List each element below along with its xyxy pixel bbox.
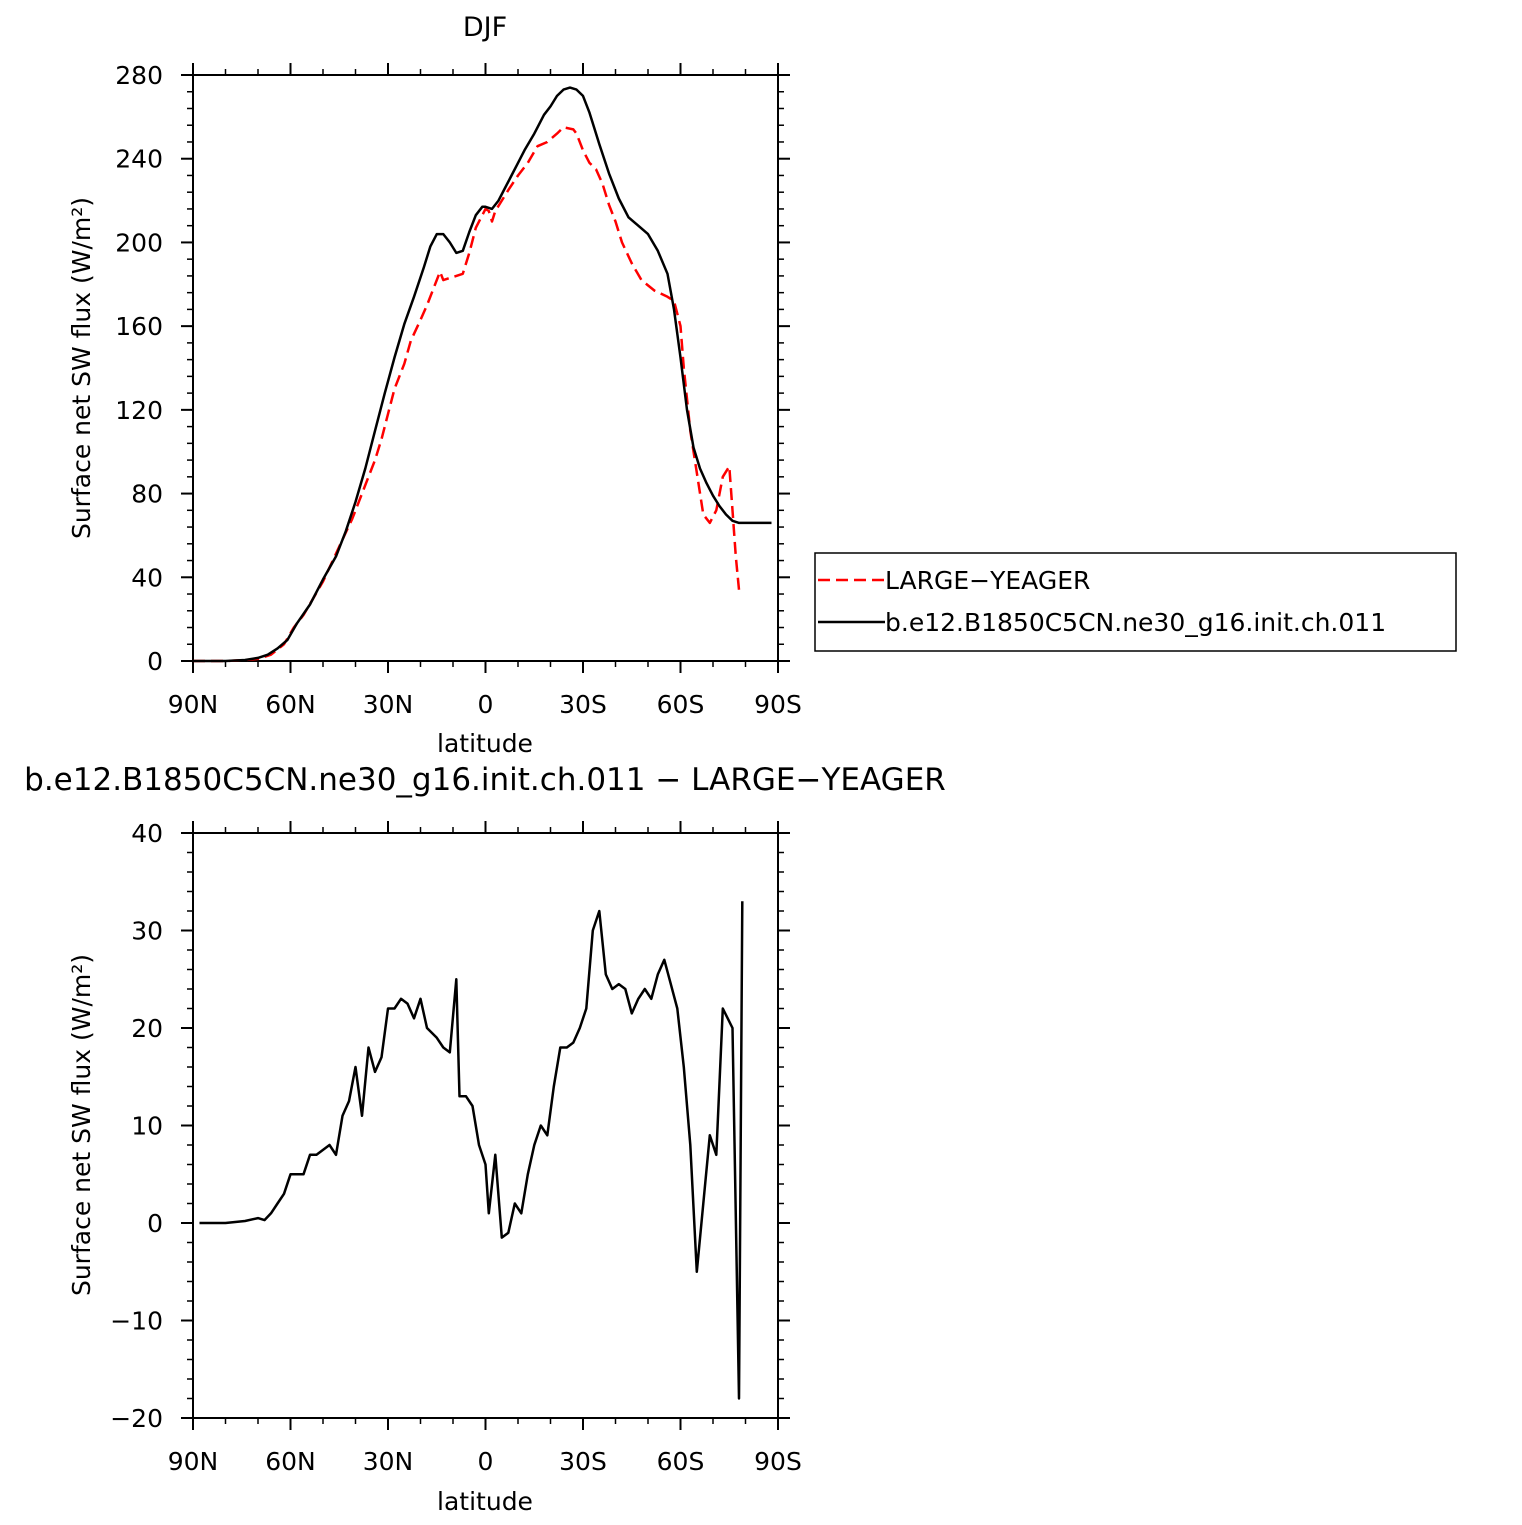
legend-box <box>814 552 1457 652</box>
legend-label-large-yeager: LARGE−YEAGER <box>885 566 1090 595</box>
y-tick-label: 80 <box>131 480 163 509</box>
top-x-axis-label: latitude <box>437 729 533 758</box>
top-tick-labels: 90N 60N 30N 0 30S 60S 90S 0 40 80 120 160 200 240 280 <box>115 61 802 719</box>
y-tick-label: 200 <box>115 228 163 257</box>
bottom-plot-frame <box>192 832 779 1419</box>
top-plot-frame <box>192 74 779 662</box>
top-y-axis-label: Surface net SW flux (W/m²) <box>67 197 96 539</box>
y-tick-label: 160 <box>115 312 163 341</box>
top-chart-title: DJF <box>463 12 507 43</box>
x-tick-label: 90S <box>754 1447 802 1476</box>
x-tick-label: 30N <box>363 690 414 719</box>
x-tick-label: 60N <box>265 1447 316 1476</box>
x-tick-label: 90N <box>168 1447 219 1476</box>
y-tick-label: −10 <box>110 1307 163 1336</box>
y-tick-label: 10 <box>131 1112 163 1141</box>
legend: LARGE−YEAGER b.e12.B1850C5CN.ne30_g16.in… <box>814 552 1457 652</box>
x-tick-label: 60S <box>657 690 705 719</box>
top-series-lines <box>193 86 772 663</box>
y-tick-label: 40 <box>131 563 163 592</box>
x-tick-label: 30N <box>363 1447 414 1476</box>
y-tick-label: 280 <box>115 61 163 90</box>
y-tick-label: 30 <box>131 917 163 946</box>
y-tick-label: 40 <box>131 819 163 848</box>
x-tick-label: 30S <box>559 690 607 719</box>
y-tick-label: 0 <box>147 1209 163 1238</box>
x-tick-label: 0 <box>478 690 494 719</box>
bottom-y-axis-label: Surface net SW flux (W/m²) <box>67 954 96 1296</box>
y-tick-label: 20 <box>131 1014 163 1043</box>
y-tick-label: −20 <box>110 1404 163 1433</box>
legend-label-b-e12: b.e12.B1850C5CN.ne30_g16.init.ch.011 <box>885 608 1386 637</box>
bottom-axis-ticks <box>181 821 790 1430</box>
bottom-series-lines <box>199 901 744 1400</box>
series-line-large-yeager <box>193 126 741 663</box>
bottom-chart-title: b.e12.B1850C5CN.ne30_g16.init.ch.011 − L… <box>24 762 946 798</box>
x-tick-label: 0 <box>478 1447 494 1476</box>
y-tick-label: 240 <box>115 145 163 174</box>
top-axis-ticks <box>181 63 790 673</box>
x-tick-label: 60S <box>657 1447 705 1476</box>
x-tick-label: 90S <box>754 690 802 719</box>
bottom-tick-labels: 90N 60N 30N 0 30S 60S 90S −20 −10 0 10 20 30 40 <box>110 819 802 1476</box>
x-tick-label: 90N <box>168 690 219 719</box>
bottom-x-axis-label: latitude <box>437 1487 533 1516</box>
bottom-chart-panel: b.e12.B1850C5CN.ne30_g16.init.ch.011 − L… <box>24 762 946 1516</box>
x-tick-label: 60N <box>265 690 316 719</box>
y-tick-label: 0 <box>147 647 163 676</box>
y-tick-label: 120 <box>115 396 163 425</box>
series-line-b-e12 <box>193 86 772 663</box>
series-line-difference <box>199 901 744 1400</box>
top-chart-panel: DJF 90N 60N 30N 0 30S 60S 90S 0 40 80 120 160 200 240… <box>67 12 802 758</box>
x-tick-label: 30S <box>559 1447 607 1476</box>
